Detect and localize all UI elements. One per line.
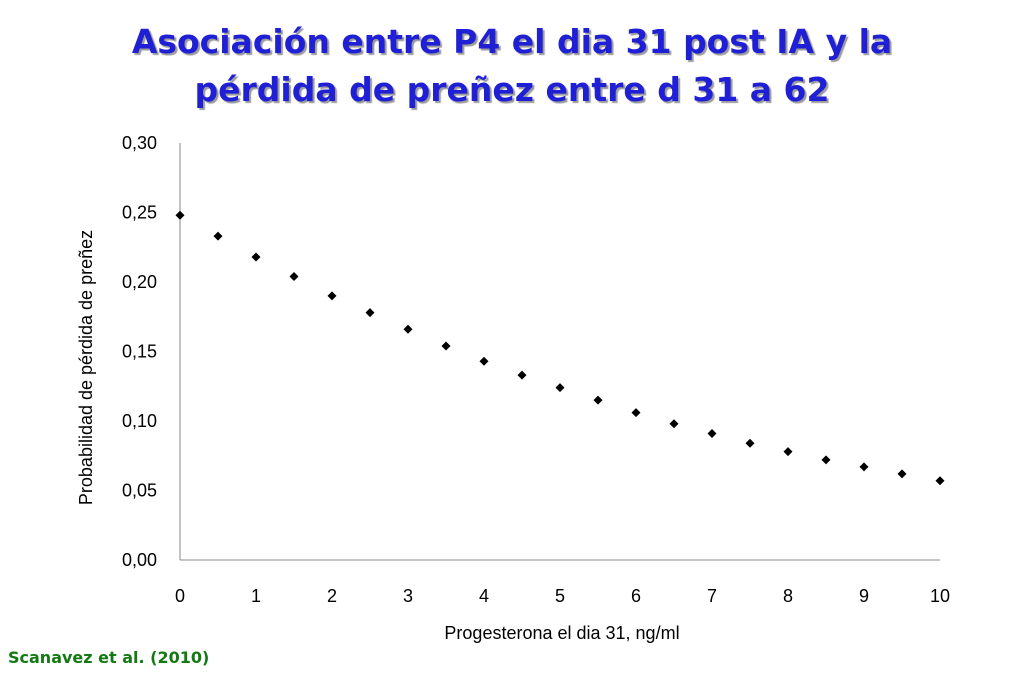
x-tick-label: 7	[707, 586, 717, 606]
y-axis-ticks: 0,00 0,05 0,10 0,15 0,20 0,25 0,30	[122, 133, 157, 570]
y-tick-label: 0,10	[122, 411, 157, 431]
data-point	[251, 252, 261, 262]
x-axis-title: Progesterona el dia 31, ng/ml	[444, 623, 679, 643]
y-axis-title: Probabilidad de pérdida de preñez	[76, 230, 96, 505]
data-point	[783, 447, 793, 457]
x-tick-label: 8	[783, 586, 793, 606]
y-tick-label: 0,20	[122, 272, 157, 292]
y-tick-label: 0,00	[122, 550, 157, 570]
data-point	[479, 356, 489, 366]
data-point	[707, 429, 717, 439]
data-point	[213, 231, 223, 241]
data-point	[555, 383, 565, 393]
x-tick-label: 1	[251, 586, 261, 606]
data-point	[517, 370, 527, 380]
y-tick-label: 0,05	[122, 481, 157, 501]
data-point	[403, 324, 413, 334]
data-point	[365, 308, 375, 318]
data-point	[935, 476, 945, 486]
x-tick-label: 9	[859, 586, 869, 606]
chart-title-line-1: Asociación entre P4 el dia 31 post IA y …	[131, 22, 893, 61]
data-point	[631, 408, 641, 418]
y-tick-label: 0,25	[122, 203, 157, 223]
data-point	[859, 462, 869, 472]
data-point	[327, 291, 337, 301]
data-point	[289, 271, 299, 281]
data-point	[441, 341, 451, 351]
data-point	[669, 419, 679, 429]
citation: Scanavez et al. (2010)	[8, 648, 210, 667]
data-point	[897, 469, 907, 479]
y-tick-label: 0,15	[122, 342, 157, 362]
chart-title: Asociación entre P4 el dia 31 post IA y …	[0, 18, 1024, 114]
data-point	[593, 395, 603, 405]
x-tick-label: 4	[479, 586, 489, 606]
data-point	[745, 438, 755, 448]
data-point	[821, 455, 831, 465]
x-tick-label: 0	[175, 586, 185, 606]
chart-title-line-2: pérdida de preñez entre d 31 a 62	[194, 70, 830, 109]
x-tick-label: 3	[403, 586, 413, 606]
x-axis-ticks: 0 1 2 3 4 5 6 7 8 9 10	[175, 586, 950, 606]
data-point	[175, 210, 185, 220]
x-tick-label: 2	[327, 586, 337, 606]
x-tick-label: 10	[930, 586, 950, 606]
x-tick-label: 6	[631, 586, 641, 606]
data-points	[175, 210, 945, 486]
x-tick-label: 5	[555, 586, 565, 606]
y-tick-label: 0,30	[122, 133, 157, 153]
chart-axes	[179, 143, 940, 561]
